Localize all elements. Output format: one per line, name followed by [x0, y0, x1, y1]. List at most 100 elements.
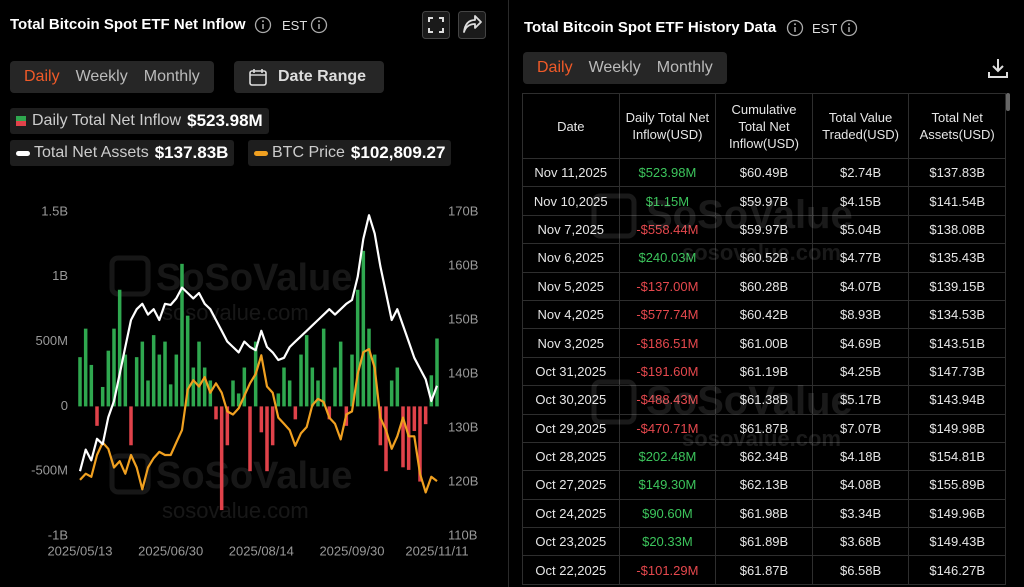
bar	[112, 328, 116, 407]
bar	[304, 335, 309, 407]
bar	[310, 367, 315, 407]
date-cell: Oct 28,2025	[522, 441, 620, 472]
column-header: Date	[522, 93, 620, 159]
timezone: EST	[282, 18, 308, 33]
bar	[395, 367, 400, 407]
value-cell: -$101.29M	[618, 555, 717, 585]
info-icon[interactable]	[786, 19, 804, 37]
chart: SoSoValuesosovalue.comSoSoValuesosovalue…	[31, 203, 478, 558]
value-cell: $4.07B	[811, 271, 910, 301]
date-range-button[interactable]: Date Range	[234, 61, 384, 93]
watermark: SoSoValue	[156, 257, 352, 299]
value-cell: $61.87B	[715, 413, 813, 443]
value-cell: $90.60M	[618, 498, 717, 529]
bar	[219, 406, 224, 511]
value-cell: $5.17B	[811, 385, 910, 415]
download-button[interactable]	[986, 56, 1010, 80]
bar	[180, 263, 184, 407]
bar	[146, 380, 150, 407]
column-header: Total Value Traded(USD)	[811, 93, 910, 159]
bar	[236, 393, 241, 407]
value-cell: $60.28B	[715, 271, 813, 301]
scrollbar[interactable]	[1006, 93, 1010, 111]
tab[interactable]: Monthly	[143, 68, 200, 85]
bar	[259, 406, 264, 433]
bar	[384, 406, 388, 472]
period-tabs: Daily Weekly Monthly	[523, 52, 727, 84]
value-cell: $4.15B	[811, 186, 910, 216]
value-cell: $60.49B	[715, 157, 813, 188]
bar	[423, 406, 428, 425]
bar	[163, 341, 167, 407]
legend-label: BTC Price	[272, 144, 345, 161]
bar	[333, 367, 337, 407]
table-row: Nov 3,2025 -$186.51M $61.00B $4.69B $143.51B	[522, 328, 1006, 358]
share-button[interactable]	[458, 11, 486, 39]
bar	[293, 406, 298, 420]
value-cell: $61.98B	[715, 498, 813, 529]
value-cell: $141.54B	[908, 186, 1006, 216]
bar	[106, 350, 111, 407]
value-cell: $4.18B	[811, 441, 910, 472]
legend-item[interactable]: BTC Price $102,809.27	[248, 140, 452, 166]
y2-tick-label: 160B	[448, 257, 478, 272]
y-tick-label: -500M	[31, 463, 68, 478]
value-cell: $139.15B	[908, 271, 1006, 301]
value-cell: $60.42B	[715, 299, 813, 330]
x-tick-label: 2025/08/14	[229, 543, 294, 558]
value-cell: $4.77B	[811, 243, 910, 273]
date-cell: Nov 10,2025	[522, 186, 620, 216]
bar	[140, 341, 145, 407]
value-cell: $62.34B	[715, 441, 813, 472]
bar	[117, 289, 122, 407]
tab[interactable]: Monthly	[656, 59, 713, 76]
legend-swatch	[16, 116, 26, 126]
tab[interactable]: Daily	[24, 68, 60, 85]
tab[interactable]: Weekly	[75, 68, 128, 85]
bar	[83, 328, 88, 407]
info-icon[interactable]	[840, 19, 858, 37]
date-cell: Nov 7,2025	[522, 214, 620, 245]
tab[interactable]: Weekly	[588, 59, 641, 76]
value-cell: -$558.44M	[618, 214, 717, 245]
watermark: sosovalue.com	[162, 300, 309, 325]
y-tick-label: 1.5B	[41, 203, 68, 218]
table-row: Oct 27,2025 $149.30M $62.13B $4.08B $155.89B	[522, 470, 1006, 500]
column-header: Total Net Assets(USD)	[908, 93, 1006, 159]
table-row: Nov 7,2025 -$558.44M $59.97B $5.04B $138.08B	[522, 214, 1006, 245]
value-cell: -$191.60M	[618, 356, 717, 387]
bar	[418, 406, 422, 482]
date-cell: Nov 4,2025	[522, 299, 620, 330]
bar	[197, 341, 201, 407]
calendar-icon	[249, 69, 267, 86]
info-icon[interactable]	[254, 16, 272, 34]
fullscreen-button[interactable]	[422, 11, 450, 39]
legend-swatch	[16, 150, 30, 156]
bar	[406, 406, 411, 470]
value-cell: $138.08B	[908, 214, 1006, 245]
table-row: Nov 10,2025 $1.15M $59.97B $4.15B $141.54B	[522, 186, 1006, 216]
table-row: Nov 11,2025 $523.98M $60.49B $2.74B $137.83B	[522, 157, 1006, 188]
x-tick-label: 2025/06/30	[138, 543, 203, 558]
value-cell: $4.69B	[811, 328, 910, 358]
bar	[401, 406, 405, 468]
date-cell: Oct 31,2025	[522, 356, 620, 387]
table-row: Oct 31,2025 -$191.60M $61.19B $4.25B $147.73…	[522, 356, 1006, 387]
legend-label: Daily Total Net Inflow	[32, 112, 182, 129]
y2-tick-label: 110B	[448, 527, 477, 542]
value-cell: $149.96B	[908, 498, 1006, 529]
watermark: sosovalue.com	[162, 498, 309, 523]
tab[interactable]: Daily	[537, 59, 573, 76]
bar	[429, 375, 434, 407]
bar	[299, 354, 303, 407]
watermark-logo	[109, 255, 151, 297]
legend-value: $102,809.27	[350, 143, 446, 162]
value-cell: $60.52B	[715, 243, 813, 273]
value-cell: $4.08B	[811, 470, 910, 500]
bar	[157, 354, 162, 407]
line	[79, 348, 438, 494]
info-icon[interactable]	[310, 16, 328, 34]
legend-item[interactable]: Total Net Assets $137.83B	[10, 140, 235, 166]
y2-tick-label: 170B	[448, 203, 478, 218]
legend-item[interactable]: Daily Total Net Inflow $523.98M	[10, 108, 269, 134]
